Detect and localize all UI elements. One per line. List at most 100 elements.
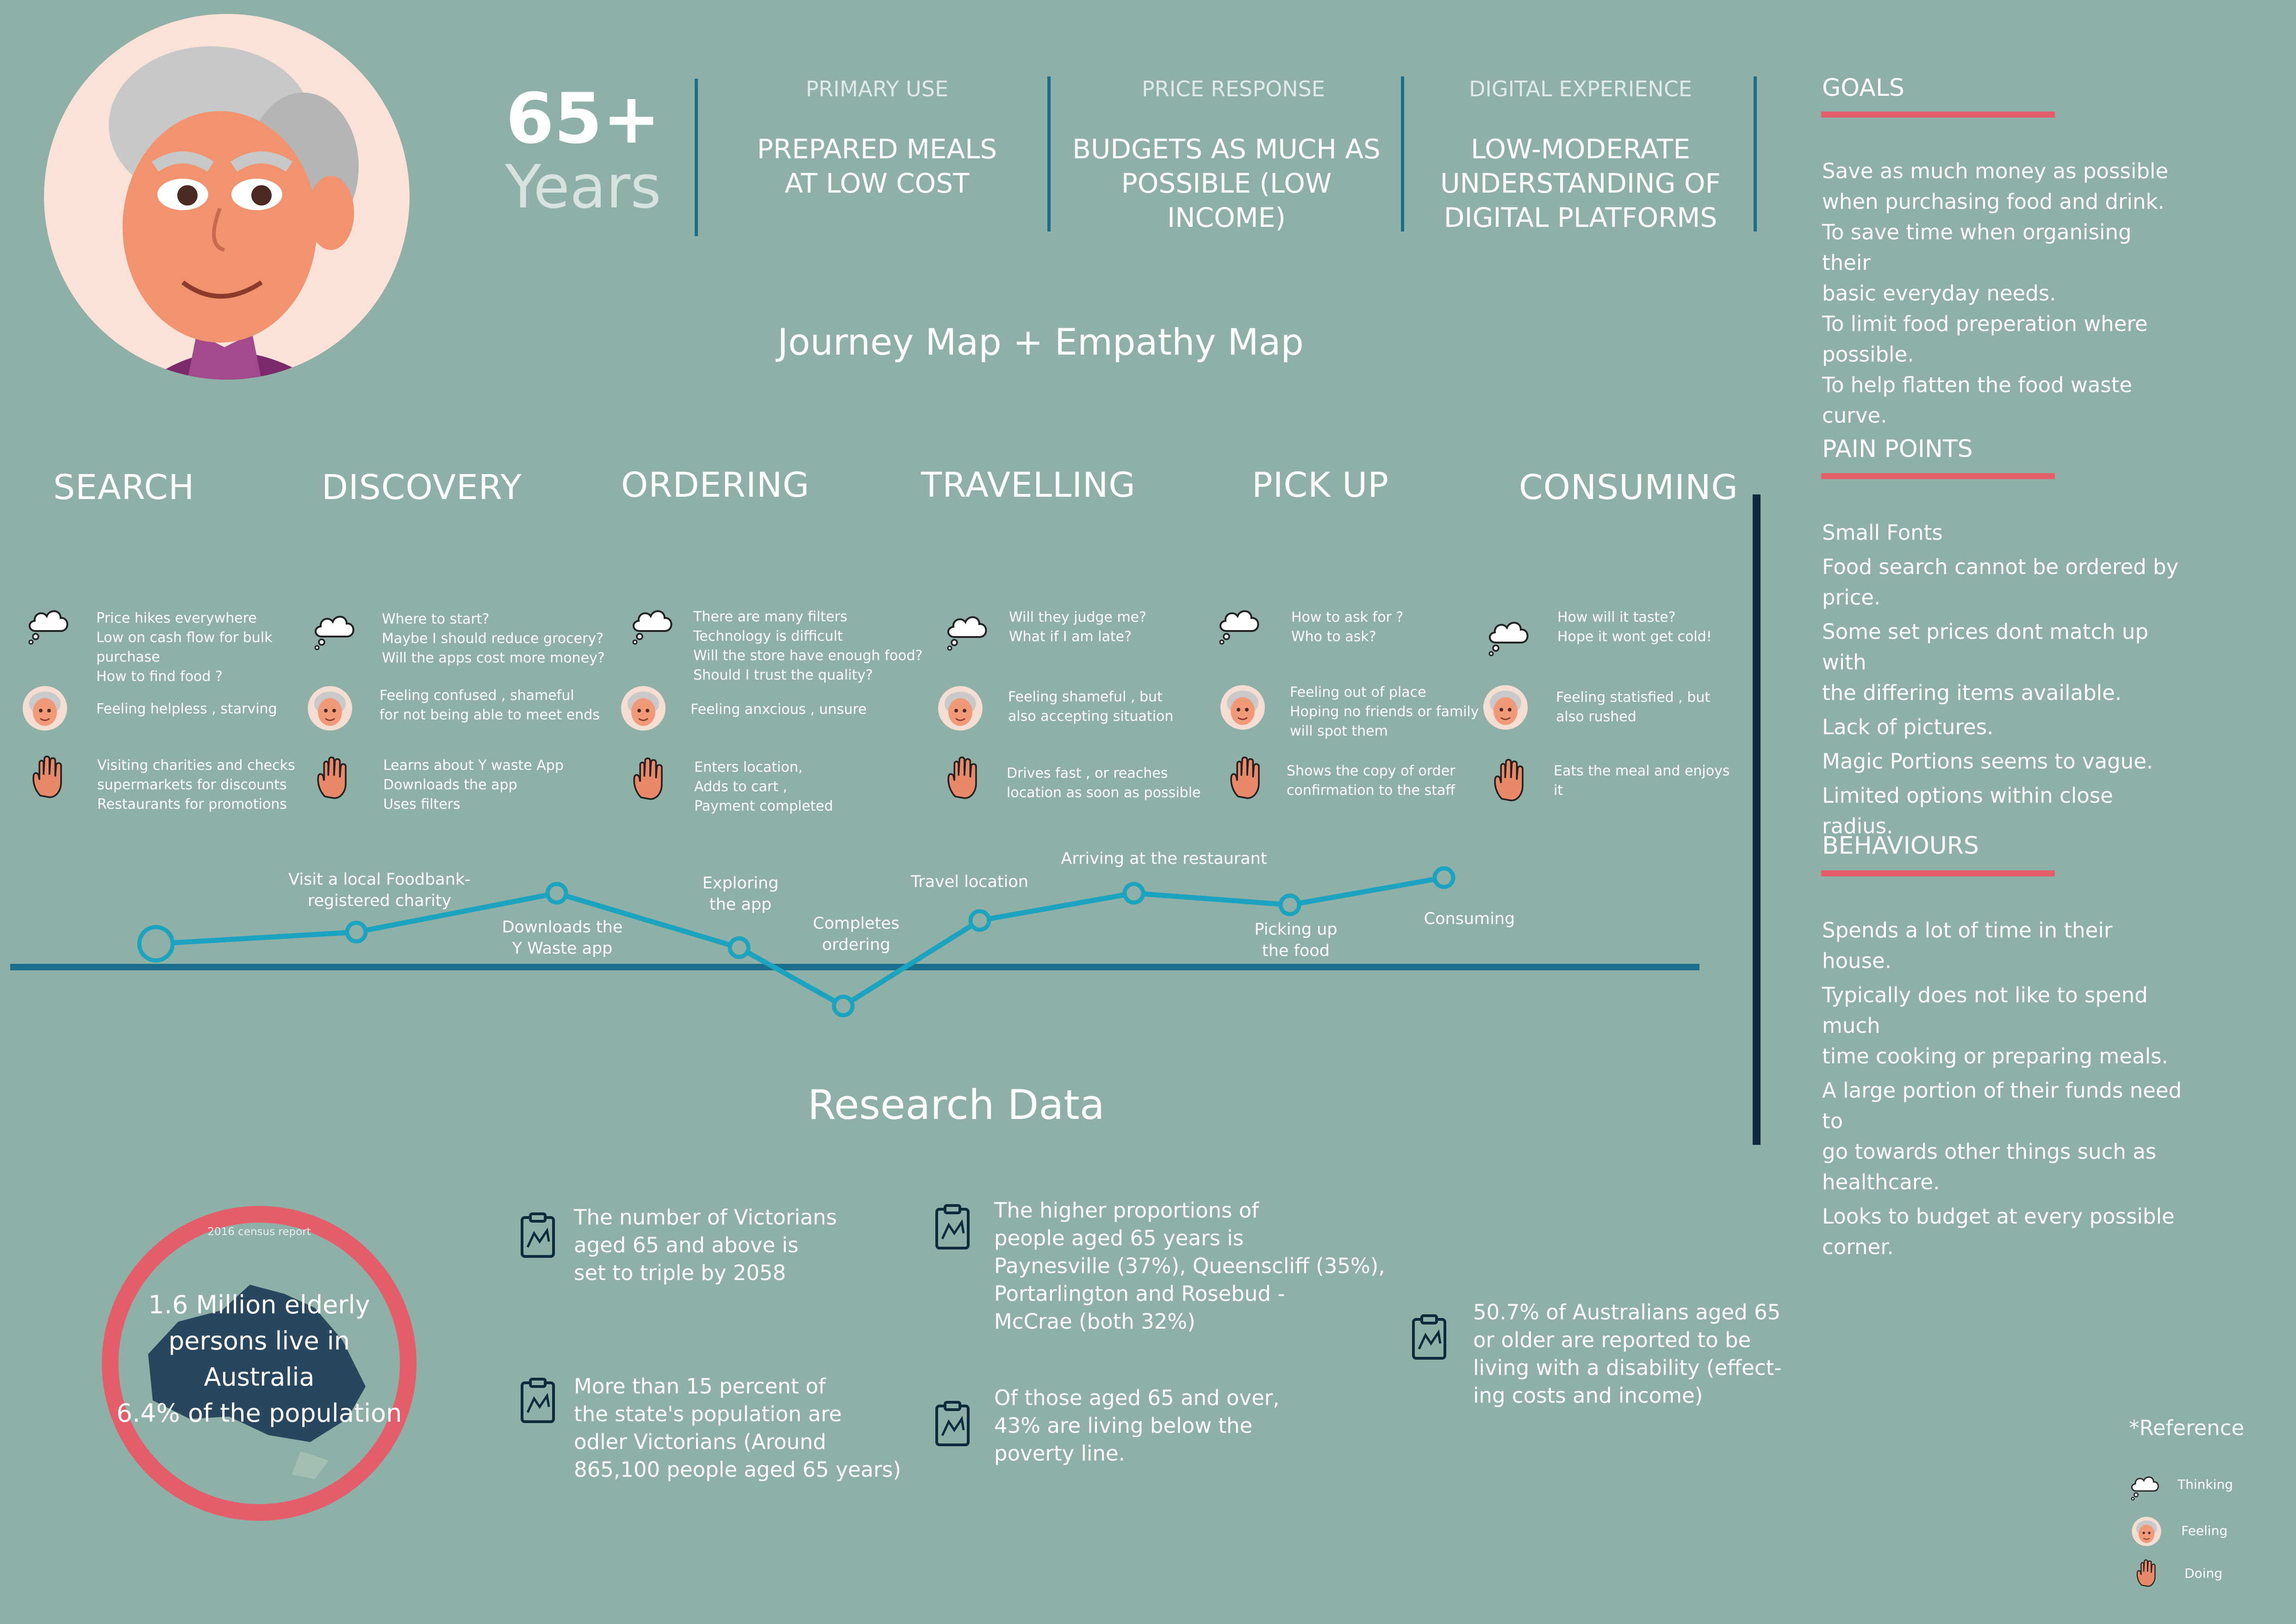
header-divider bbox=[1047, 76, 1051, 231]
journey-point bbox=[345, 920, 368, 943]
stat-value-primary-use: PREPARED MEALS AT LOW COST bbox=[710, 132, 1044, 200]
research-fact: More than 15 percent of the state's popu… bbox=[574, 1374, 901, 1482]
pain-points-underline bbox=[1821, 473, 2055, 479]
legend-thinking-icon bbox=[2129, 1472, 2161, 1501]
clipboard-chart-icon bbox=[934, 1400, 971, 1447]
behaviours-list: Spends a lot of time in their house. Typ… bbox=[1822, 915, 2183, 1262]
journey-label-consuming: Consuming bbox=[1424, 910, 1515, 928]
research-fact: The number of Victorians aged 65 and abo… bbox=[574, 1205, 837, 1285]
goal-item: To save time when organising their basic… bbox=[1822, 220, 2132, 306]
pain-point-item: Small Fonts bbox=[1822, 520, 1943, 545]
journey-point bbox=[137, 925, 175, 963]
stat-value-price-response: BUDGETS AS MUCH AS POSSIBLE (LOW INCOME) bbox=[1060, 132, 1393, 235]
clipboard-chart-icon bbox=[519, 1377, 556, 1424]
research-fact: The higher proportions of people aged 65… bbox=[994, 1198, 1385, 1334]
australia-map-icon bbox=[148, 1285, 366, 1442]
journey-point bbox=[832, 994, 855, 1018]
goals-title: GOALS bbox=[1822, 74, 1904, 102]
stat-value-text: PREPARED MEALS AT LOW COST bbox=[757, 133, 997, 199]
journey-label-visit-charity: Visit a local Foodbank- registered chari… bbox=[288, 870, 471, 910]
stage-doing-text: Eats the meal and enjoys it bbox=[1554, 763, 1730, 799]
journey-point bbox=[545, 881, 568, 905]
clipboard-chart-icon bbox=[519, 1212, 556, 1258]
stage-doing-text: Shows the copy of order confirmation to … bbox=[1287, 763, 1456, 799]
goal-item: To limit food preperation where possible… bbox=[1822, 312, 2148, 367]
pain-point-item: Food search cannot be ordered by price. bbox=[1822, 555, 2179, 610]
stage-title-ordering: ORDERING bbox=[621, 465, 810, 505]
pain-points-title: PAIN POINTS bbox=[1822, 435, 1973, 463]
map-title: Journey Map + Empathy Map bbox=[778, 322, 1304, 363]
journey-curve bbox=[10, 866, 1699, 1018]
pain-point-item: Some set prices dont match up with the d… bbox=[1822, 619, 2149, 705]
header-divider bbox=[695, 79, 698, 236]
stage-feeling-text: Feeling statisfied , but also rushed bbox=[1556, 689, 1711, 725]
stat-label-price-response: PRICE RESPONSE bbox=[1142, 76, 1325, 101]
stage-feeling-text: Feeling out of place Hoping no friends o… bbox=[1290, 684, 1479, 739]
stage-title-travelling: TRAVELLING bbox=[921, 465, 1136, 505]
stage-doing-text: Drives fast , or reaches location as soo… bbox=[1007, 765, 1201, 801]
stat-value-text: LOW-MODERATE UNDERSTANDING OF DIGITAL PL… bbox=[1440, 133, 1721, 233]
stage-thinking-text: How to ask for ? Who to ask? bbox=[1291, 609, 1404, 645]
journey-point bbox=[968, 909, 991, 932]
stage-thinking-text: Where to start? Maybe I should reduce gr… bbox=[382, 611, 605, 666]
research-fact: 50.7% of Australians aged 65 or older ar… bbox=[1473, 1300, 1782, 1408]
census-badge bbox=[97, 1201, 421, 1525]
goal-item: To help flatten the food waste curve. bbox=[1822, 373, 2133, 428]
pain-point-item: Magic Portions seems to vague. bbox=[1822, 749, 2153, 774]
census-caption: 2016 census report bbox=[207, 1226, 311, 1238]
legend-feeling-label: Feeling bbox=[2181, 1523, 2228, 1538]
legend-thinking-label: Thinking bbox=[2178, 1477, 2233, 1492]
journey-label-travel-location: Travel location bbox=[910, 873, 1029, 891]
stage-feeling-text: Feeling anxcious , unsure bbox=[691, 701, 867, 718]
behaviour-item: Spends a lot of time in their house. bbox=[1822, 918, 2113, 973]
journey-label-completes-ordering: Completes ordering bbox=[813, 914, 900, 954]
research-fact: Of those aged 65 and over, 43% are livin… bbox=[994, 1386, 1280, 1466]
section-divider bbox=[1753, 494, 1761, 1145]
legend-doing-label: Doing bbox=[2184, 1566, 2222, 1581]
header-divider bbox=[1401, 76, 1404, 231]
census-text: 1.6 Million elderly persons live in Aust… bbox=[116, 1290, 402, 1428]
persona-avatar bbox=[44, 14, 410, 380]
journey-label-arriving-restaurant: Arriving at the restaurant bbox=[1061, 849, 1267, 868]
stage-feeling-text: Feeling helpless , starving bbox=[96, 701, 277, 717]
journey-point bbox=[1432, 866, 1456, 889]
goals-list: Save as much money as possible when purc… bbox=[1822, 156, 2183, 431]
header-divider bbox=[1754, 76, 1757, 231]
journey-point bbox=[1122, 881, 1145, 905]
stat-label-digital-experience: DIGITAL EXPERIENCE bbox=[1468, 76, 1692, 101]
stage-title-discovery: DISCOVERY bbox=[322, 468, 522, 507]
stage-title-search: SEARCH bbox=[53, 468, 195, 507]
legend-feeling-icon bbox=[2131, 1516, 2162, 1547]
journey-label-picking-up: Picking up the food bbox=[1254, 920, 1338, 960]
stage-title-pickup: PICK UP bbox=[1252, 465, 1389, 505]
stage-thinking-text: Price hikes everywhere Low on cash flow … bbox=[96, 610, 273, 685]
pain-points-list: Small Fonts Food search cannot be ordere… bbox=[1822, 518, 2183, 842]
stat-value-digital-experience: LOW-MODERATE UNDERSTANDING OF DIGITAL PL… bbox=[1414, 132, 1747, 235]
behaviours-underline bbox=[1821, 870, 2055, 876]
stage-feeling-text: Feeling confused , shameful for not bein… bbox=[380, 687, 600, 723]
pain-point-item: Limited options within close radius. bbox=[1822, 783, 2113, 838]
pain-point-item: Lack of pictures. bbox=[1822, 715, 1994, 739]
journey-label-exploring-app: Exploring the app bbox=[702, 874, 779, 914]
clipboard-chart-icon bbox=[934, 1204, 971, 1250]
legend-doing-icon bbox=[2134, 1558, 2160, 1588]
stage-thinking-text: There are many filters Technology is dif… bbox=[693, 609, 923, 683]
stage-doing-text: Learns about Y waste App Downloads the a… bbox=[383, 757, 564, 812]
stage-feeling-text: Feeling shameful , but also accepting si… bbox=[1008, 689, 1174, 725]
age-number: 65+ bbox=[505, 79, 661, 159]
stage-thinking-text: How will it taste? Hope it wont get cold… bbox=[1557, 609, 1712, 645]
stat-value-text: BUDGETS AS MUCH AS POSSIBLE (LOW INCOME) bbox=[1072, 133, 1381, 233]
goal-item: Save as much money as possible when purc… bbox=[1822, 159, 2169, 214]
stat-label-primary-use: PRIMARY USE bbox=[805, 76, 949, 101]
journey-point bbox=[1278, 893, 1301, 917]
goals-underline bbox=[1821, 112, 2055, 118]
research-title: Research Data bbox=[808, 1081, 1105, 1129]
clipboard-chart-icon bbox=[1411, 1314, 1448, 1360]
legend-title: *Reference bbox=[2129, 1416, 2245, 1440]
journey-label-downloads-app: Downloads the Y Waste app bbox=[502, 918, 623, 958]
behaviour-item: Typically does not like to spend much ti… bbox=[1822, 983, 2168, 1068]
age-unit: Years bbox=[505, 153, 661, 222]
stage-doing-text: Enters location, Adds to cart , Payment … bbox=[694, 759, 834, 814]
stage-thinking-text: Will they judge me? What if I am late? bbox=[1009, 609, 1147, 645]
behaviours-title: BEHAVIOURS bbox=[1822, 832, 1979, 860]
